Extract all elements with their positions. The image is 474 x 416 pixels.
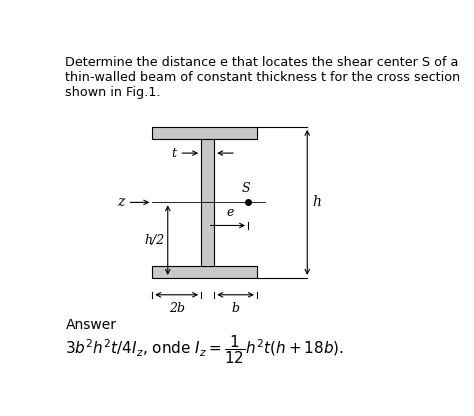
Bar	[152, 127, 257, 139]
Text: t: t	[171, 146, 176, 160]
Text: S: S	[242, 182, 251, 195]
Text: b: b	[232, 302, 239, 315]
Text: $3b^2h^2t/4I_z$, onde $I_z = \dfrac{1}{12}h^2t(h + 18b)$.: $3b^2h^2t/4I_z$, onde $I_z = \dfrac{1}{1…	[65, 333, 345, 366]
Text: e: e	[226, 206, 234, 219]
Text: 2b: 2b	[169, 302, 185, 315]
Text: Determine the distance e that locates the shear center S of a
thin-walled beam o: Determine the distance e that locates th…	[65, 56, 461, 99]
Bar	[152, 265, 257, 278]
Text: z: z	[117, 196, 124, 209]
Text: h: h	[312, 196, 321, 209]
Text: h/2: h/2	[145, 234, 164, 247]
Bar	[201, 139, 214, 265]
Text: Answer: Answer	[65, 318, 117, 332]
